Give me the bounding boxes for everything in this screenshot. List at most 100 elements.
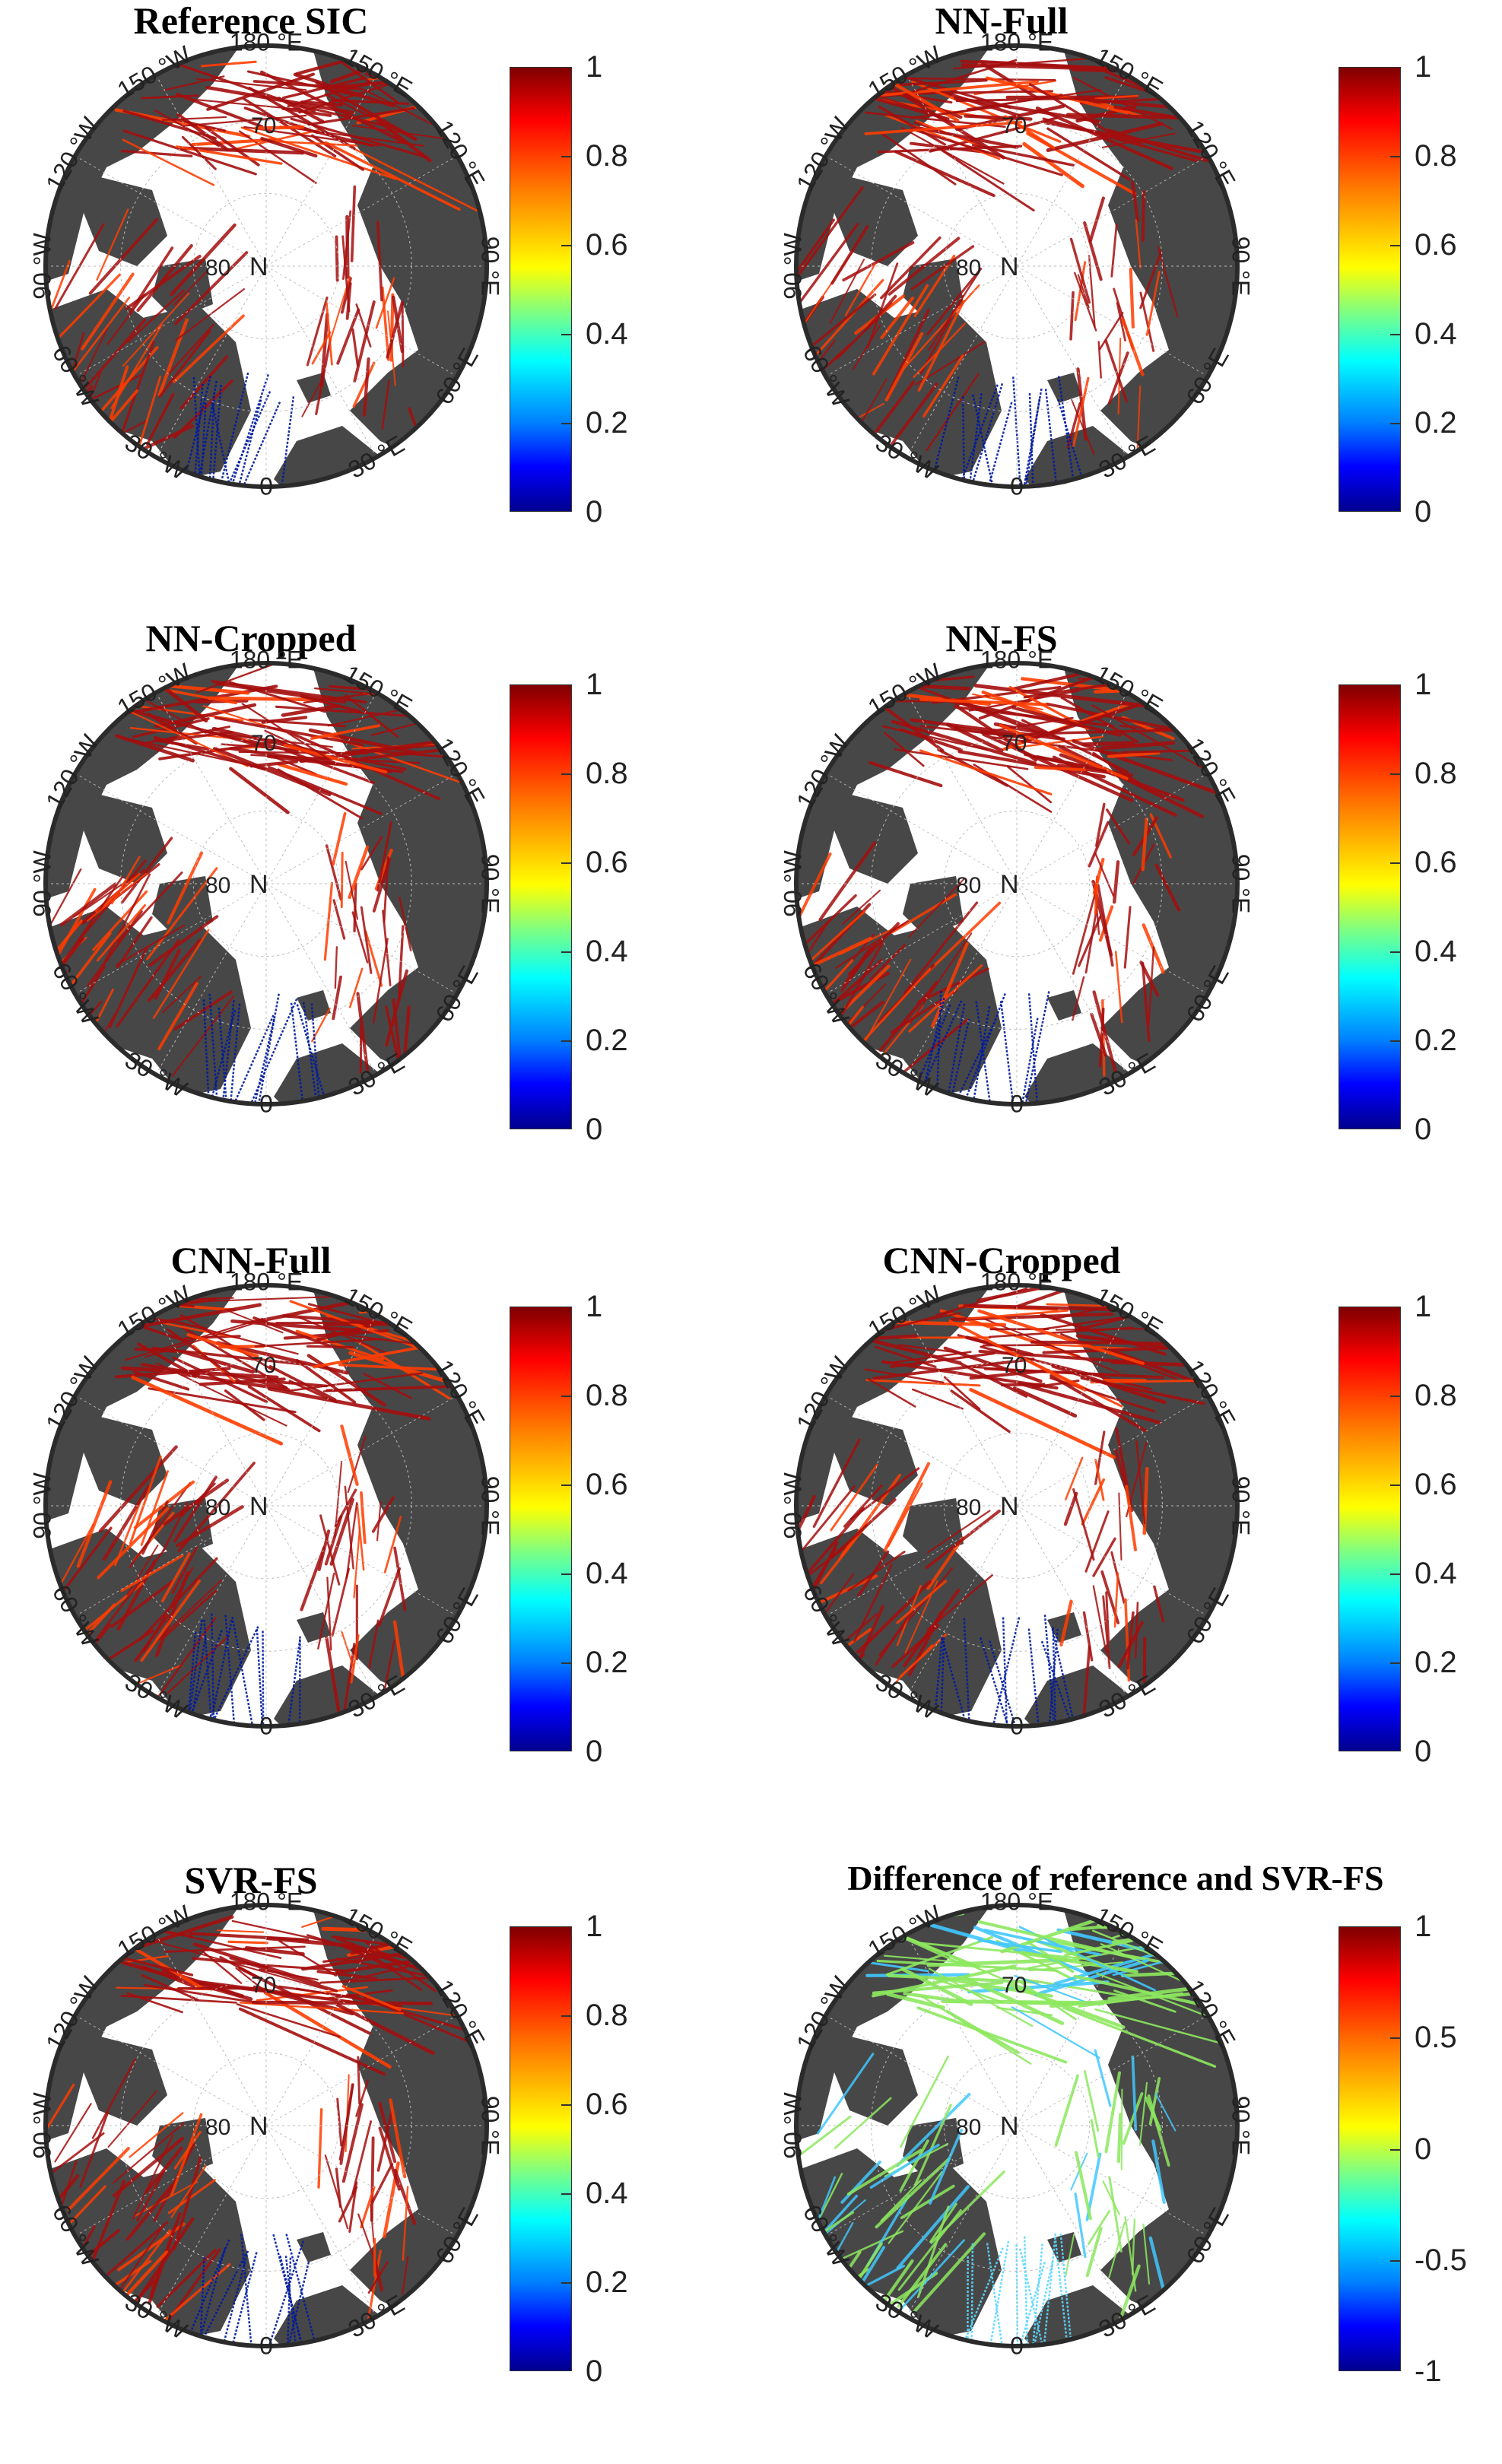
colorbar-tick-label: 0 xyxy=(1415,1736,1431,1767)
colorbar-tick-label: 0.6 xyxy=(586,2089,628,2119)
longitude-label: 180 °E xyxy=(980,1888,1053,1915)
longitude-label: 90 °W xyxy=(28,849,56,916)
colorbar-tick-mark xyxy=(561,156,572,157)
colorbar-tick-label: 0.2 xyxy=(586,1025,628,1056)
latitude-70-label: 70 xyxy=(251,731,276,756)
latitude-70-label: 70 xyxy=(1002,1973,1027,1998)
colorbar-tick-mark xyxy=(1390,1484,1401,1486)
colorbar-tick-label: 0.8 xyxy=(586,1380,628,1411)
colorbar-tick-label: 0.6 xyxy=(1415,847,1457,878)
colorbar-tick-label: 0.8 xyxy=(586,141,628,171)
colorbar-tick-label: 1 xyxy=(586,669,602,700)
colorbar-gradient xyxy=(510,67,572,512)
latitude-80-label: 80 xyxy=(205,873,230,898)
colorbar-tick-label: 0 xyxy=(586,1114,602,1145)
longitude-label: 90 °W xyxy=(779,1472,806,1538)
colorbar-tick-label: 0.8 xyxy=(1415,1380,1457,1411)
colorbar-tick-mark xyxy=(561,2104,572,2106)
latitude-70-label: 70 xyxy=(1002,1353,1027,1378)
colorbar-tick-mark xyxy=(561,1484,572,1486)
colorbar-tick-label: 0.2 xyxy=(1415,1025,1457,1056)
colorbar-tick-label: 0.5 xyxy=(1415,2022,1457,2053)
latitude-80-label: 80 xyxy=(205,1495,230,1520)
colorbar-tick-label: 0.6 xyxy=(1415,230,1457,260)
north-pole-label: N xyxy=(249,252,268,281)
north-pole-label: N xyxy=(249,870,268,899)
colorbar-tick-mark xyxy=(561,1040,572,1042)
colorbar-tick-mark xyxy=(561,2282,572,2284)
colorbar-tick-mark xyxy=(1390,773,1401,775)
longitude-label: 90 °E xyxy=(477,854,504,914)
latitude-80-label: 80 xyxy=(956,256,981,281)
latitude-70-label: 70 xyxy=(1002,731,1027,756)
colorbar-tick-label: 1 xyxy=(1415,669,1431,700)
colorbar-tick-label: 0.4 xyxy=(1415,1558,1457,1589)
colorbar-tick-mark xyxy=(561,2193,572,2195)
colorbar-tick-label: -0.5 xyxy=(1415,2245,1467,2275)
colorbar-tick-label: 0 xyxy=(586,497,602,527)
colorbar-gradient xyxy=(510,684,572,1129)
longitude-label: 90 °E xyxy=(477,237,504,297)
north-pole-label: N xyxy=(1000,1492,1019,1521)
colorbar-tick-label: 1 xyxy=(586,1911,602,1942)
colorbar-tick-mark xyxy=(561,773,572,775)
colorbar-tick-mark xyxy=(1390,1040,1401,1042)
colorbar-tick-mark xyxy=(1390,1662,1401,1664)
colorbar-tick-mark xyxy=(561,862,572,864)
north-pole-label: N xyxy=(1000,252,1019,281)
north-pole-label: N xyxy=(1000,870,1019,899)
longitude-label: 180 °E xyxy=(230,28,303,56)
colorbar-tick-mark xyxy=(1390,245,1401,246)
colorbar-tick-mark xyxy=(1390,951,1401,953)
colorbar-tick-label: 0.6 xyxy=(1415,1469,1457,1500)
longitude-label: 180 °E xyxy=(230,646,303,673)
colorbar-tick-label: 0.2 xyxy=(586,408,628,438)
longitude-label: 0 xyxy=(259,1712,273,1739)
north-pole-label: N xyxy=(249,1492,268,1521)
longitude-label: 90 °W xyxy=(779,2091,806,2158)
longitude-label: 90 °E xyxy=(1227,854,1255,914)
latitude-80-label: 80 xyxy=(956,1495,981,1520)
colorbar-tick-label: 0.4 xyxy=(586,936,628,967)
colorbar-tick-mark xyxy=(561,1662,572,1664)
colorbar-tick-label: 0.2 xyxy=(1415,408,1457,438)
longitude-label: 90 °W xyxy=(779,849,806,916)
latitude-80-label: 80 xyxy=(956,2115,981,2140)
colorbar-tick-label: 0.2 xyxy=(586,2267,628,2297)
colorbar-tick-label: -1 xyxy=(1415,2356,1442,2386)
colorbar-tick-label: 1 xyxy=(586,1291,602,1322)
colorbar-tick-label: 1 xyxy=(1415,1911,1431,1942)
colorbar-tick-mark xyxy=(561,245,572,246)
longitude-label: 180 °E xyxy=(980,646,1053,673)
colorbar-tick-label: 0.8 xyxy=(586,2000,628,2031)
colorbar-tick-label: 0.4 xyxy=(1415,319,1457,349)
longitude-label: 0 xyxy=(259,2332,273,2359)
colorbar-tick-label: 0.6 xyxy=(586,1469,628,1500)
colorbar-tick-label: 0.2 xyxy=(1415,1647,1457,1678)
colorbar-tick-label: 0.6 xyxy=(586,847,628,878)
colorbar-tick-label: 0 xyxy=(1415,1114,1431,1145)
colorbar-tick-label: 0.4 xyxy=(1415,936,1457,967)
colorbar-tick-mark xyxy=(1390,2260,1401,2262)
colorbar-tick-label: 1 xyxy=(1415,52,1431,82)
north-pole-label: N xyxy=(1000,2112,1019,2141)
